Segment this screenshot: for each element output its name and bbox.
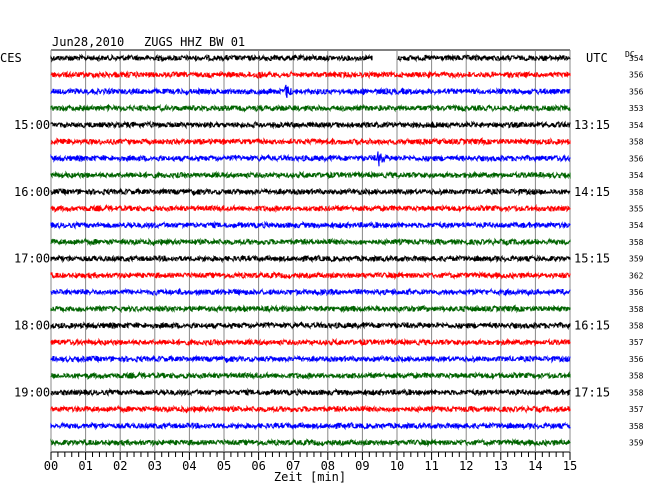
dc-offset-label: 358 bbox=[629, 238, 644, 247]
seismic-trace bbox=[50, 320, 571, 331]
seismic-trace bbox=[50, 354, 571, 364]
local-time-label: 17:00 bbox=[14, 252, 50, 266]
dc-offset-label: 359 bbox=[629, 439, 644, 448]
utc-time-label: 16:15 bbox=[574, 319, 610, 333]
title-block: Jun28,2010 ZUGS HHZ BW 01 CES UTC DC bbox=[0, 35, 635, 65]
traces bbox=[50, 53, 571, 448]
dc-offset-label: 362 bbox=[629, 271, 644, 280]
x-tick-label: 12 bbox=[459, 459, 473, 473]
local-time-label: 18:00 bbox=[14, 319, 50, 333]
local-time-label: 16:00 bbox=[14, 185, 50, 199]
right-zone-label: UTC bbox=[586, 51, 608, 65]
left-zone-label: CES bbox=[0, 51, 22, 65]
dc-offset-label: 356 bbox=[629, 71, 644, 80]
dc-offset-label: 358 bbox=[629, 138, 644, 147]
seismic-trace bbox=[50, 304, 571, 314]
x-tick-label: 07 bbox=[286, 459, 300, 473]
x-tick-label: 05 bbox=[217, 459, 231, 473]
seismic-trace bbox=[50, 270, 571, 281]
seismic-trace bbox=[50, 237, 571, 247]
dc-offset-label: 353 bbox=[629, 104, 644, 113]
dc-offset-label: 359 bbox=[629, 255, 644, 264]
dc-offset-label: 354 bbox=[629, 54, 644, 63]
x-tick-label: 10 bbox=[390, 459, 404, 473]
seismic-trace bbox=[50, 387, 571, 397]
x-tick-label: 15 bbox=[563, 459, 577, 473]
dc-offset-label: 354 bbox=[629, 121, 644, 130]
dc-offset-label: 357 bbox=[629, 338, 644, 347]
dc-label: DC bbox=[625, 50, 635, 59]
utc-time-label: 14:15 bbox=[574, 185, 610, 199]
x-tick-label: 06 bbox=[251, 459, 265, 473]
x-axis-title: Zeit [min] bbox=[274, 470, 346, 484]
seismic-trace bbox=[50, 151, 571, 167]
x-tick-label: 11 bbox=[424, 459, 438, 473]
x-tick-label: 03 bbox=[148, 459, 162, 473]
date-label: Jun28,2010 bbox=[52, 35, 124, 49]
dc-offset-label: 358 bbox=[629, 305, 644, 314]
seismic-trace bbox=[50, 438, 571, 448]
x-tick-label: 02 bbox=[113, 459, 127, 473]
x-tick-label: 08 bbox=[321, 459, 335, 473]
seismic-trace bbox=[50, 120, 571, 130]
dc-offset-label: 358 bbox=[629, 388, 644, 397]
x-tick-label: 01 bbox=[78, 459, 92, 473]
dc-offset-label: 358 bbox=[629, 372, 644, 381]
grid-lines bbox=[50, 49, 571, 460]
x-tick-label: 00 bbox=[44, 459, 58, 473]
x-tick-label: 09 bbox=[355, 459, 369, 473]
seismic-trace bbox=[50, 337, 571, 347]
local-time-label: 19:00 bbox=[14, 385, 50, 399]
seismic-trace bbox=[50, 103, 571, 113]
dc-offset-label: 354 bbox=[629, 171, 644, 180]
seismic-trace bbox=[50, 421, 571, 431]
dc-offset-label: 356 bbox=[629, 87, 644, 96]
seismic-trace bbox=[50, 370, 571, 381]
axis-labels: 00 01 02 03 04 05 06 07 08 09 10 11 12 13 14 15 354 356 35… bbox=[14, 54, 644, 473]
seismic-trace bbox=[50, 404, 571, 414]
utc-time-label: 17:15 bbox=[574, 385, 610, 399]
seismic-trace bbox=[50, 187, 571, 197]
dc-offset-label: 356 bbox=[629, 154, 644, 163]
seismic-trace bbox=[50, 84, 571, 98]
x-tick-label: 14 bbox=[528, 459, 542, 473]
dc-offset-label: 354 bbox=[629, 221, 644, 230]
dc-offset-label: 358 bbox=[629, 422, 644, 431]
station-label: ZUGS HHZ BW 01 bbox=[144, 35, 245, 49]
dc-offset-label: 356 bbox=[629, 355, 644, 364]
dc-offset-label: 356 bbox=[629, 288, 644, 297]
seismic-trace bbox=[50, 287, 571, 297]
x-tick-label: 04 bbox=[182, 459, 196, 473]
seismic-trace bbox=[50, 254, 571, 264]
utc-time-label: 15:15 bbox=[574, 252, 610, 266]
seismic-trace bbox=[50, 170, 571, 180]
dc-offset-label: 357 bbox=[629, 405, 644, 414]
seismic-trace bbox=[50, 136, 571, 147]
local-time-label: 15:00 bbox=[14, 118, 50, 132]
x-tick-label: 13 bbox=[494, 459, 508, 473]
seismic-trace bbox=[50, 203, 571, 213]
seismic-trace bbox=[50, 69, 571, 80]
utc-time-label: 13:15 bbox=[574, 118, 610, 132]
dc-offset-label: 358 bbox=[629, 322, 644, 331]
dc-offset-label: 355 bbox=[629, 204, 644, 213]
seismic-trace bbox=[50, 220, 571, 230]
seismic-trace bbox=[50, 53, 571, 63]
dc-offset-label: 358 bbox=[629, 188, 644, 197]
